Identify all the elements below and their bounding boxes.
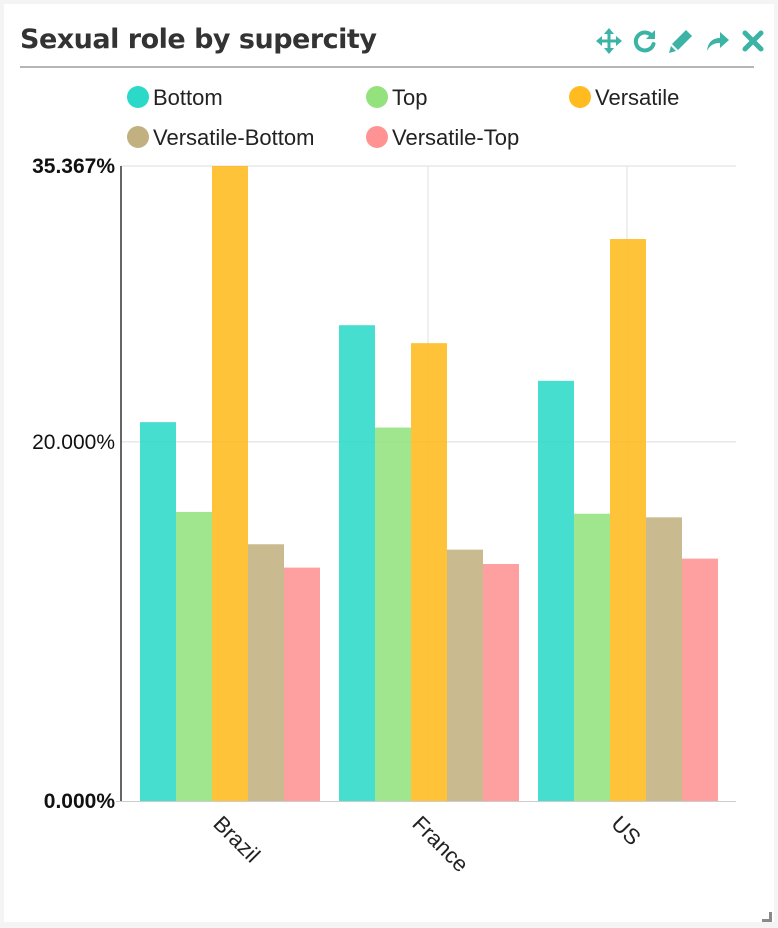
legend-marker xyxy=(366,86,388,108)
y-tick-label: 0.000% xyxy=(44,790,116,813)
widget-header: Sexual role by supercity xyxy=(20,24,764,68)
legend-item[interactable]: Versatile xyxy=(569,85,679,110)
x-axis-ticks: Brazil France US xyxy=(208,811,645,877)
resize-handle-icon[interactable] xyxy=(762,912,772,922)
bar[interactable] xyxy=(483,563,519,801)
chart-title: Sexual role by supercity xyxy=(20,24,377,55)
legend-item[interactable]: Versatile-Bottom xyxy=(127,125,314,150)
bar[interactable] xyxy=(140,422,176,801)
bar[interactable] xyxy=(176,511,212,801)
bar[interactable] xyxy=(248,544,284,801)
legend: Bottom Top Versatile Versatile-Bottom Versat… xyxy=(127,85,679,150)
bar[interactable] xyxy=(682,558,718,801)
bar[interactable] xyxy=(447,549,483,801)
bar[interactable] xyxy=(574,513,610,801)
legend-marker xyxy=(569,86,591,108)
legend-item[interactable]: Top xyxy=(366,85,427,110)
y-tick-label: 35.367% xyxy=(32,155,115,178)
y-axis-ticks: 35.367% 20.000% 0.000% xyxy=(32,155,115,813)
y-tick-label: 20.000% xyxy=(32,431,115,454)
legend-label: Versatile-Top xyxy=(392,125,519,150)
edit-icon[interactable] xyxy=(668,28,694,54)
legend-label: Bottom xyxy=(153,85,223,110)
bar[interactable] xyxy=(212,166,248,801)
chart-axes xyxy=(116,166,736,802)
bar[interactable] xyxy=(610,239,646,802)
share-icon[interactable] xyxy=(704,28,730,54)
x-tick-label: Brazil xyxy=(208,811,265,868)
chart-bars xyxy=(140,166,718,802)
bar[interactable] xyxy=(375,427,411,801)
x-tick-label: US xyxy=(606,811,645,850)
legend-item[interactable]: Versatile-Top xyxy=(366,125,519,150)
bar[interactable] xyxy=(538,380,574,801)
legend-label: Top xyxy=(392,85,427,110)
x-tick-label: France xyxy=(407,811,473,877)
legend-marker xyxy=(127,126,149,148)
legend-item[interactable]: Bottom xyxy=(127,85,223,110)
bar[interactable] xyxy=(339,325,375,801)
bar[interactable] xyxy=(411,343,447,801)
legend-label: Versatile xyxy=(595,85,679,110)
bar[interactable] xyxy=(646,517,682,801)
legend-label: Versatile-Bottom xyxy=(153,125,314,150)
move-icon[interactable] xyxy=(596,28,622,54)
close-icon[interactable] xyxy=(740,28,766,54)
legend-marker xyxy=(366,126,388,148)
legend-marker xyxy=(127,86,149,108)
refresh-icon[interactable] xyxy=(632,28,658,54)
bar[interactable] xyxy=(284,567,320,801)
widget-toolbar xyxy=(596,24,766,58)
